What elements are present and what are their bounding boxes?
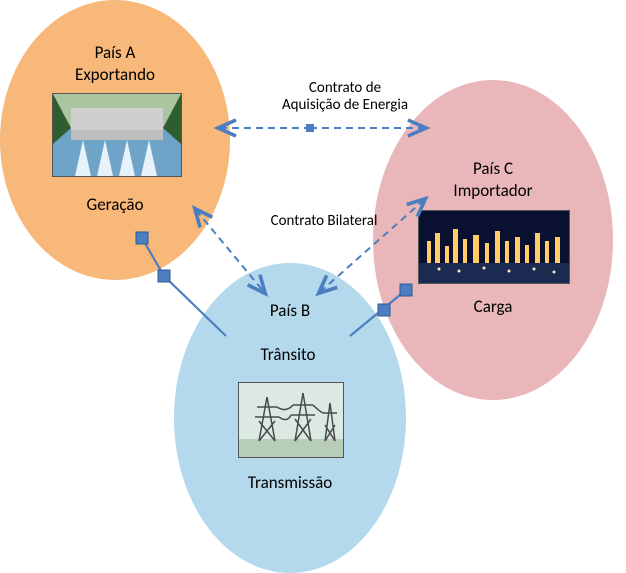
node-a-caption: Geração xyxy=(55,194,175,215)
edge-ac-label-line2: Aquisição de Energia xyxy=(282,96,408,114)
node-b-image xyxy=(238,382,344,458)
node-a-title1: País A xyxy=(55,42,175,63)
node-c-title1: País C xyxy=(433,158,553,179)
node-c-title2: Importador xyxy=(423,180,563,201)
node-c-caption: Carga xyxy=(443,296,543,317)
edge-ac-label: Contrato de Aquisição de Energia xyxy=(260,80,430,115)
node-a-image xyxy=(52,93,182,177)
node-a-title2: Exportando xyxy=(45,64,185,85)
node-c-image xyxy=(418,210,570,284)
node-b-title2: Trânsito xyxy=(218,344,358,365)
edge-ac-label-line1: Contrato de xyxy=(309,79,381,97)
edge-ac xyxy=(220,124,424,132)
edge-ab-label: Contrato Bilateral xyxy=(244,212,404,230)
node-b-caption: Transmissão xyxy=(225,472,355,493)
node-b-title1: País B xyxy=(230,300,350,321)
